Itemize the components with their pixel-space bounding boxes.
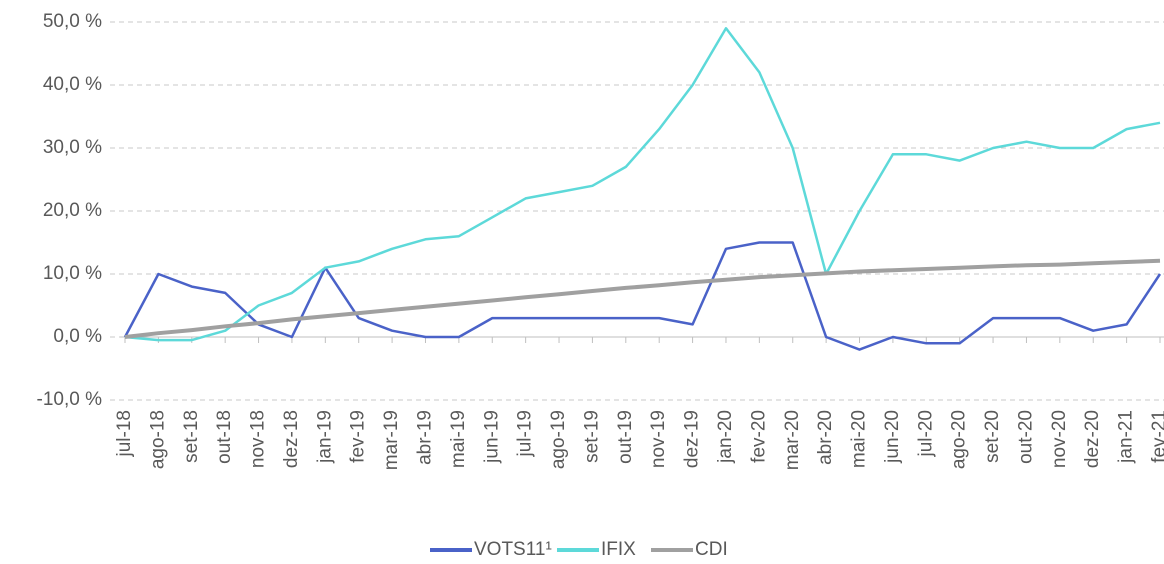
x-tick-label: mar-20 [782,410,803,470]
x-tick-label: mar-19 [381,410,402,470]
legend-label: VOTS11¹ [474,539,552,560]
x-tick-label: set-18 [181,410,202,463]
x-tick-label: set-19 [581,410,602,463]
y-tick-label: -10,0 % [37,389,103,410]
y-tick-label: 20,0 % [43,200,102,221]
x-tick-label: out-20 [1015,410,1036,464]
x-tick-label: ago-20 [949,410,970,469]
y-tick-label: 40,0 % [43,74,102,95]
legend-label: IFIX [601,539,636,560]
x-tick-label: dez-19 [682,410,703,468]
x-tick-label: jul-19 [515,410,536,457]
x-tick-label: jul-18 [114,410,135,457]
x-tick-label: ago-18 [147,410,168,469]
series-line [124,258,1161,339]
x-tick-label: nov-19 [648,410,669,468]
legend: VOTS11¹ IFIX CDI [430,539,728,560]
y-tick-label: 50,0 % [43,11,102,32]
x-tick-label: jan-21 [1116,410,1137,464]
legend-label: CDI [695,539,728,560]
x-tick-label: jun-19 [481,410,502,464]
series-line [124,27,1161,342]
x-tick-label: mai-19 [448,410,469,468]
x-tick-label: jan-20 [715,410,736,464]
x-tick-label: mai-20 [849,410,870,468]
x-tick-label: nov-20 [1049,410,1070,468]
y-tick-label: 0,0 % [53,326,102,347]
x-tick-label: abr-19 [414,410,435,465]
x-tick-label: jul-20 [915,410,936,457]
y-tick-label: 30,0 % [43,137,102,158]
x-tick-label: dez-20 [1082,410,1103,468]
x-tick-label: set-20 [982,410,1003,463]
x-tick-label: fev-21 [1149,410,1164,463]
x-tick-label: nov-18 [248,410,269,468]
x-tick-label: fev-20 [748,410,769,463]
x-tick-label: dez-18 [281,410,302,468]
x-tick-label: out-19 [615,410,636,464]
series-line [123,241,1162,351]
x-tick-label: out-18 [214,410,235,464]
x-tick-label: abr-20 [815,410,836,465]
x-tick-label: jun-20 [882,410,903,464]
x-tick-label: jan-19 [314,410,335,464]
x-tick-label: ago-19 [548,410,569,469]
y-tick-label: 10,0 % [43,263,102,284]
x-tick-label: fev-19 [348,410,369,463]
